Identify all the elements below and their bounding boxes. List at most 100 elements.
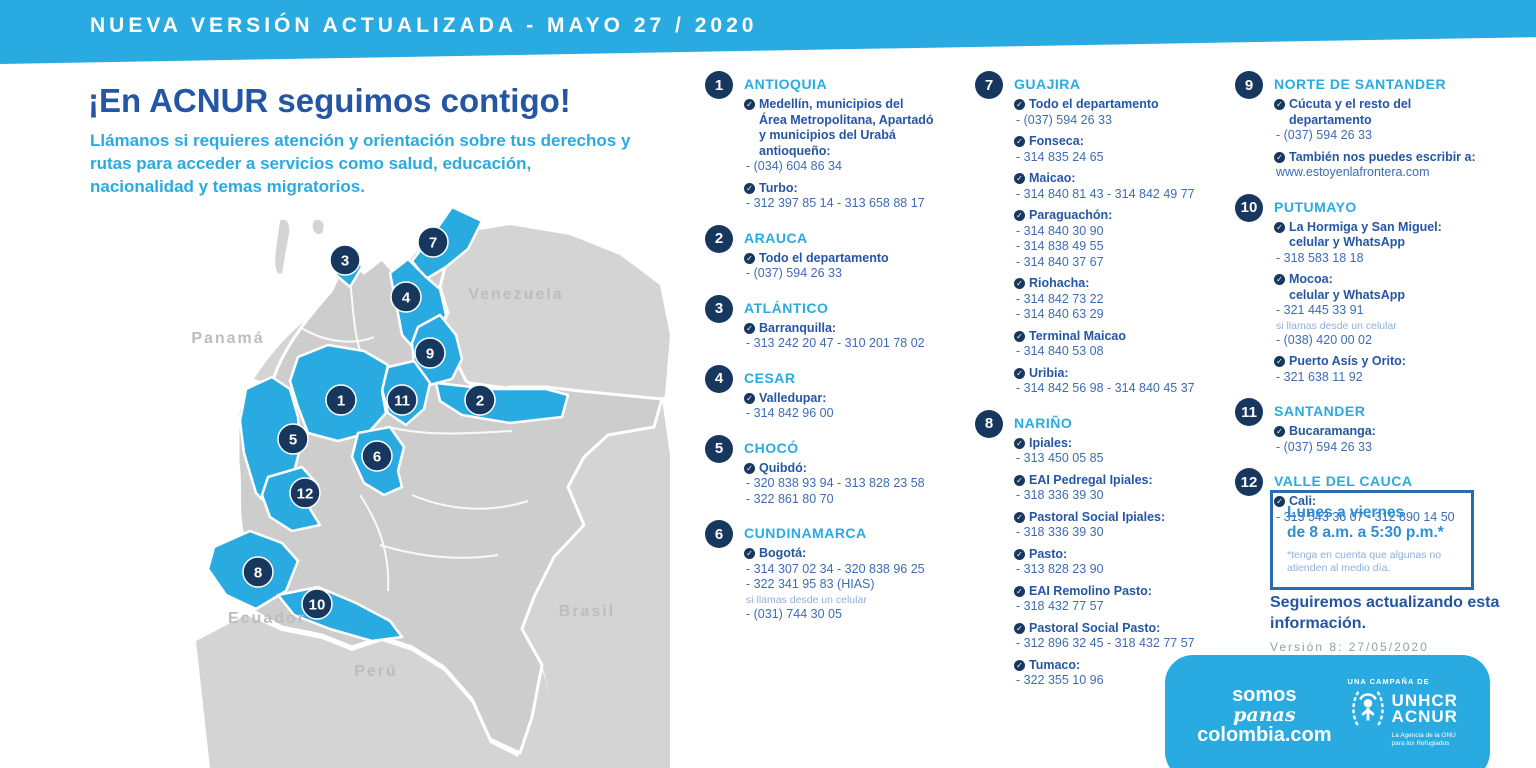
department-block: 2 ARAUCA Todo el departamento- (037) 594 2…	[705, 224, 967, 288]
map-marker-2: 2	[464, 384, 496, 416]
location-label: EAI Remolino Pasto:	[1014, 584, 1195, 600]
department-block: 10 PUTUMAYO La Hormiga y San Miguel: celul…	[1235, 193, 1490, 392]
note-text: si llamas desde un celular	[1276, 319, 1397, 332]
location-name: Uribia:	[1029, 365, 1069, 380]
hours-line-2: de 8 a.m. a 5:30 p.m.*	[1287, 524, 1444, 541]
department-body: NORTE DE SANTANDER Cúcuta y el resto del …	[1274, 76, 1490, 187]
location-label: Cali:	[1274, 494, 1455, 510]
phone-number: - 322 355 10 96	[1016, 673, 1104, 687]
location-label: Bucaramanga:	[1274, 424, 1376, 440]
location-label: Quibdó:	[744, 461, 925, 477]
check-icon	[744, 392, 755, 404]
department-name: GUAJIRA	[1014, 76, 1081, 92]
check-icon	[1014, 659, 1025, 671]
contact-entry: Barranquilla:- 313 242 20 47 - 310 201 7…	[744, 321, 925, 352]
map-marker-7: 7	[417, 226, 449, 258]
department-body: ARAUCA Todo el departamento- (037) 594 26…	[744, 230, 889, 288]
contact-entry: Tumaco:- 322 355 10 96	[1014, 658, 1195, 689]
org-tagline: La Agencia de la ONU para los Refugiados	[1391, 732, 1456, 747]
phone-number: - 314 838 49 55	[1016, 239, 1104, 253]
country-label-venezuela: Venezuela	[468, 286, 563, 303]
phone-number: - 314 307 02 34 - 320 838 96 25	[746, 561, 925, 576]
phone-number: - (037) 594 26 33	[1276, 128, 1372, 142]
location-name: Valledupar:	[759, 390, 827, 405]
svg-text:8: 8	[254, 565, 262, 582]
office-hours-box: Lunes a viernes de 8 a.m. a 5:30 p.m.* *…	[1270, 490, 1474, 590]
svg-text:7: 7	[429, 235, 437, 252]
department-number-badge: 5	[705, 434, 733, 463]
neighbor-countries	[196, 219, 670, 768]
check-icon	[1014, 99, 1025, 110]
phone-number: - 312 397 85 14 - 313 658 88 17	[746, 196, 925, 210]
hours-line-1: Lunes a viernes	[1287, 504, 1405, 521]
phone-number: - 314 842 73 22	[1016, 291, 1104, 306]
contact-entry: Bogotá:- 314 307 02 34 - 320 838 96 25- …	[744, 546, 925, 622]
svg-text:2: 2	[476, 393, 484, 410]
phone-number: - 318 336 39 30	[1016, 488, 1104, 502]
island-sliver-2	[312, 219, 324, 235]
location-label: También nos puedes escribir a:	[1274, 150, 1490, 166]
department-number-badge: 7	[975, 71, 1003, 99]
contact-entry: Cúcuta y el resto del departamento- (037…	[1274, 97, 1490, 144]
location-label: Paraguachón:	[1014, 208, 1195, 224]
department-block: 7 GUAJIRA Todo el departamento- (037) 594 …	[975, 71, 1215, 403]
location-label: Puerto Asís y Orito:	[1274, 354, 1442, 370]
check-icon	[1014, 278, 1025, 289]
department-name: CESAR	[744, 369, 796, 386]
contact-entry: La Hormiga y San Miguel: celular y Whats…	[1274, 220, 1442, 267]
department-number-badge: 11	[1235, 398, 1263, 426]
svg-text:1: 1	[337, 393, 345, 410]
department-number-badge: 4	[705, 364, 733, 393]
phone-number: - 312 896 32 45 - 318 432 77 57	[1016, 636, 1195, 650]
location-label: Valledupar:	[744, 391, 834, 407]
campaign-site-line1: somos	[1232, 684, 1297, 706]
version-label: Versión 8: 27/05/2020	[1270, 640, 1429, 654]
svg-text:12: 12	[297, 486, 314, 503]
check-icon	[744, 252, 755, 264]
svg-text:9: 9	[426, 346, 434, 363]
location-name: También nos puedes escribir a:	[1289, 149, 1476, 164]
location-name: Pasto:	[1029, 546, 1068, 561]
contact-entry: Mocoa: celular y WhatsApp- 321 445 33 91…	[1274, 272, 1442, 348]
contact-entry: Riohacha:- 314 842 73 22- 314 840 63 29	[1014, 276, 1195, 323]
website-link[interactable]: www.estoyenlafrontera.com	[1276, 165, 1430, 179]
brasil-shape	[522, 399, 670, 768]
campaign-footer: somos panas colombia.com UNA CAMPAÑA DE …	[1165, 655, 1490, 768]
department-name: ATLÁNTICO	[744, 299, 829, 316]
svg-text:5: 5	[289, 432, 297, 449]
location-label: Barranquilla:	[744, 321, 925, 337]
location-name: La Hormiga y San Miguel: celular y Whats…	[1289, 219, 1442, 250]
department-body: GUAJIRA Todo el departamento- (037) 594 2…	[1014, 76, 1195, 403]
map-marker-11: 11	[386, 384, 418, 416]
phone-number: - 314 835 24 65	[1016, 149, 1104, 164]
phone-number: - 313 242 20 47 - 310 201 78 02	[746, 336, 925, 350]
phone-number: - 318 336 39 30	[1016, 525, 1104, 539]
department-number-badge: 10	[1235, 193, 1263, 222]
department-body: PUTUMAYO La Hormiga y San Miguel: celular…	[1274, 199, 1442, 392]
country-label-ecuador: Ecuador	[228, 610, 306, 627]
contact-entry: Turbo:- 312 397 85 14 - 313 658 88 17	[744, 181, 967, 212]
check-icon	[1014, 548, 1025, 560]
check-icon	[1274, 221, 1285, 233]
phone-number: - 313 450 05 85	[1016, 451, 1104, 465]
location-label: Pastoral Social Pasto:	[1014, 621, 1195, 637]
department-block: 4 CESAR Valledupar:- 314 842 96 00	[705, 364, 967, 428]
country-label-perú: Perú	[354, 663, 398, 680]
page-description: Llámanos si requieres atención y orienta…	[90, 131, 631, 196]
map-marker-1: 1	[325, 384, 357, 416]
country-label-brasil: Brasil	[559, 603, 615, 620]
location-name: Turbo:	[759, 180, 798, 195]
check-icon	[1274, 426, 1285, 437]
phone-number: - 321 638 11 92	[1276, 369, 1363, 384]
location-label: Todo el departamento	[744, 251, 889, 267]
location-label: Maicao:	[1014, 171, 1195, 187]
phone-number: - (038) 420 00 02	[1276, 332, 1372, 347]
contact-entry: Todo el departamento- (037) 594 26 33	[1014, 97, 1195, 128]
directory-column-1: 1 ANTIOQUIA Medellín, municipios del Área …	[705, 71, 967, 640]
department-block: 8 NARIÑO Ipiales:- 313 450 05 85 EAI Pedreg…	[975, 409, 1215, 695]
department-body: CHOCÓ Quibdó:- 320 838 93 94 - 313 828 23…	[744, 440, 925, 514]
campaign-site[interactable]: somos panas colombia.com	[1197, 685, 1331, 745]
check-icon	[1014, 330, 1025, 342]
